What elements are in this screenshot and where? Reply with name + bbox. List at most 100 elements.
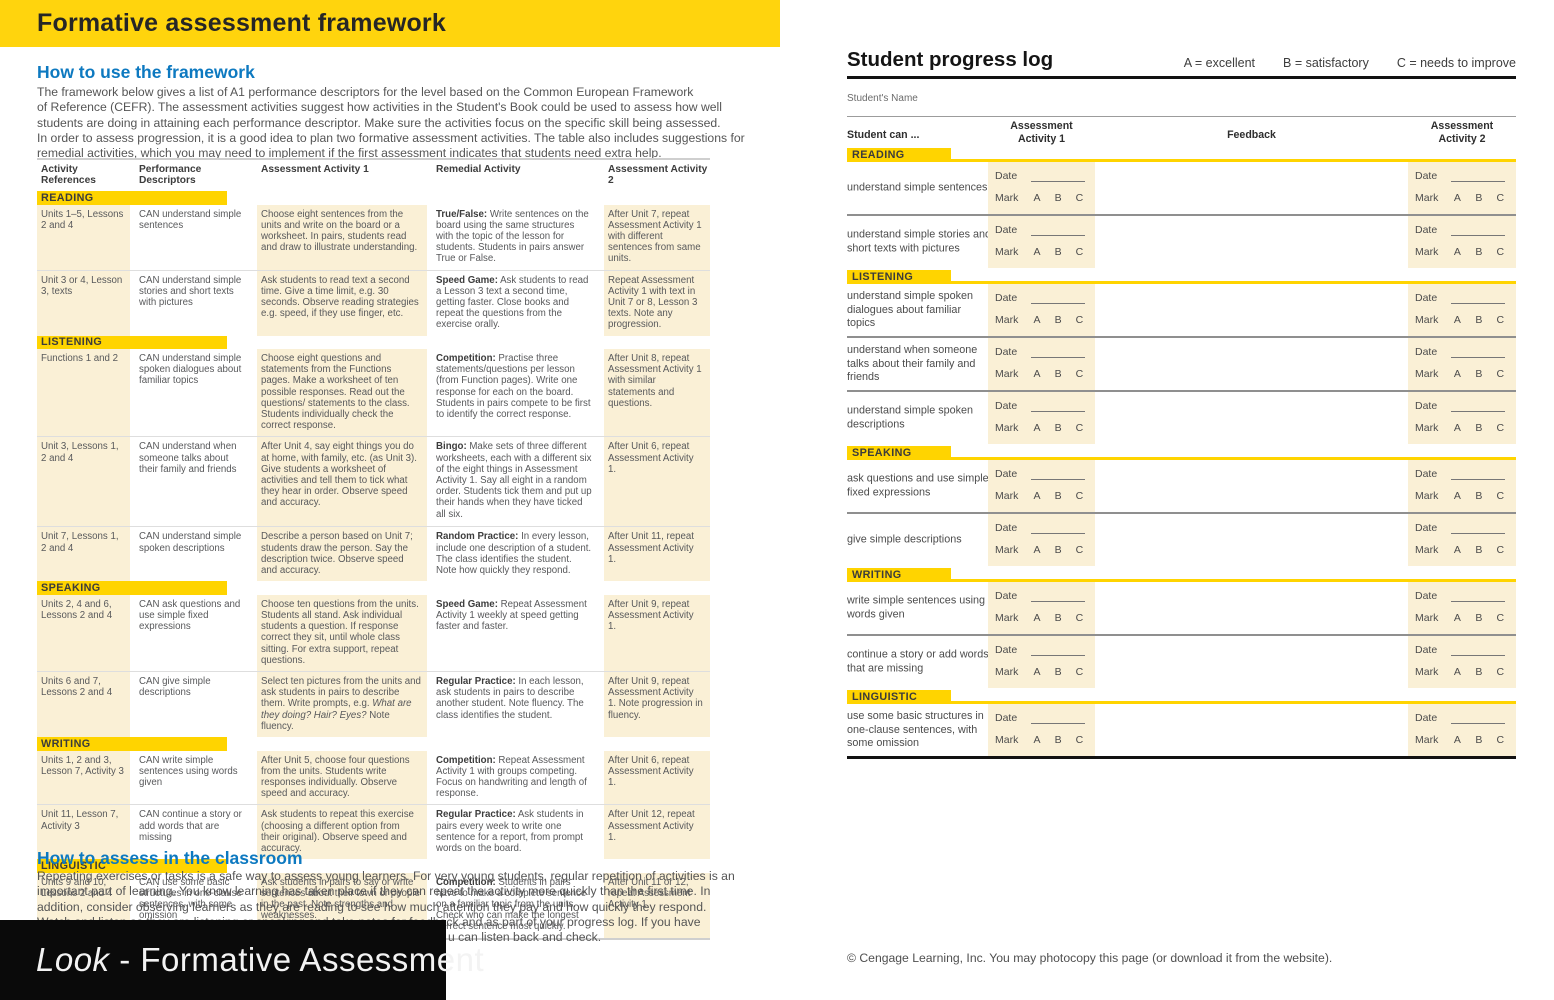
mark-label: Mark — [995, 368, 1019, 380]
date-label: Date — [995, 590, 1018, 602]
column-feedback: Feedback — [1227, 129, 1276, 141]
performance-descriptor-cell: CAN write simple sentences using words g… — [139, 754, 238, 788]
mark-option-a: A — [1033, 544, 1041, 556]
date-row: Date — [995, 400, 1090, 412]
mark-option-a: A — [1453, 192, 1461, 204]
performance-descriptor-cell: CAN ask questions and use simple fixed e… — [139, 598, 241, 633]
mark-option-a: A — [1453, 612, 1461, 624]
header-assessment-activity-1: Assessment Activity 1 — [261, 164, 369, 175]
mark-option-c: C — [1075, 612, 1084, 624]
mark-label: Mark — [1415, 666, 1439, 678]
mark-option-a: A — [1033, 422, 1041, 434]
assessment-1-block: Date Mark A B C — [988, 636, 1095, 688]
assessment-activity-2-cell: After Unit 6, repeat Assessment Activity… — [604, 750, 710, 805]
can-do-descriptor: understand simple sentences — [847, 181, 988, 194]
remedial-activity-cell: Competition: Practise three statements/q… — [436, 353, 591, 421]
date-write-line — [1451, 713, 1505, 724]
mark-label: Mark — [1415, 612, 1439, 624]
title-rule — [847, 76, 1516, 79]
date-label: Date — [995, 712, 1018, 724]
assessment-2-block: Date Mark A B C — [1408, 460, 1516, 512]
remedial-activity-cell: Bingo: Make sets of three different work… — [436, 441, 592, 520]
mark-row: Mark A B C — [1415, 544, 1511, 556]
mark-label: Mark — [1415, 422, 1439, 434]
mark-option-c: C — [1075, 314, 1084, 326]
remedial-activity-cell: Random Practice: In every lesson, includ… — [436, 531, 592, 577]
date-row: Date — [1415, 400, 1511, 412]
section-bar-rule — [847, 159, 1516, 162]
mark-label: Mark — [1415, 314, 1439, 326]
row-separator — [847, 214, 1516, 216]
can-do-descriptor: use some basic structures in one-clause … — [847, 709, 984, 749]
mark-option-a: A — [1453, 666, 1461, 678]
remedial-activity-cell: Speed Game: Repeat Assessment Activity 1… — [436, 598, 587, 633]
mark-option-b: B — [1475, 368, 1483, 380]
assessment-2-block: Date Mark A B C — [1408, 338, 1516, 390]
date-row: Date — [995, 712, 1090, 724]
date-row: Date — [1415, 644, 1511, 656]
mark-row: Mark A B C — [1415, 490, 1511, 502]
mark-option-a: A — [1453, 490, 1461, 502]
mark-row: Mark A B C — [995, 612, 1090, 624]
date-write-line — [1031, 293, 1085, 304]
mark-option-c: C — [1075, 544, 1084, 556]
mark-option-c: C — [1496, 734, 1505, 746]
date-write-line — [1031, 469, 1085, 480]
assessment-1-block: Date Mark A B C — [988, 460, 1095, 512]
mark-option-c: C — [1075, 246, 1084, 258]
how-to-assess-heading: How to assess in the classroom — [37, 848, 303, 868]
date-label: Date — [995, 224, 1018, 236]
activity-references-cell: Units 1, 2 and 3, Lesson 7, Activity 3 — [37, 750, 130, 805]
mark-option-b: B — [1054, 314, 1062, 326]
how-to-use-heading: How to use the framework — [37, 62, 255, 82]
can-do-descriptor: understand simple spoken dialogues about… — [847, 289, 974, 329]
banner-italic-text: Look — [36, 941, 110, 978]
section-bar-label: SPEAKING — [847, 446, 951, 460]
mark-label: Mark — [1415, 368, 1439, 380]
column-assessment-activity-1: Assessment Activity 1 — [1010, 120, 1073, 145]
mark-label: Mark — [1415, 734, 1439, 746]
date-write-line — [1031, 523, 1085, 534]
mark-label: Mark — [995, 246, 1019, 258]
paragraph-line: u can listen back and check. — [448, 930, 602, 945]
remedial-activity-cell: Speed Game: Ask students to read a Lesso… — [436, 274, 589, 331]
row-separator — [847, 390, 1516, 392]
assessment-activity-2-cell: After Unit 9, repeat Assessment Activity… — [604, 671, 710, 737]
date-row: Date — [995, 170, 1090, 182]
date-write-line — [1451, 523, 1505, 534]
section-bar-label: READING — [847, 148, 951, 162]
mark-label: Mark — [1415, 490, 1439, 502]
row-separator — [847, 512, 1516, 514]
mark-option-b: B — [1054, 368, 1062, 380]
date-label: Date — [1415, 590, 1438, 602]
framework-row: Unit 3 or 4, Lesson 3, texts CAN understa… — [37, 269, 710, 336]
mark-row: Mark A B C — [1415, 666, 1511, 678]
date-write-line — [1031, 225, 1085, 236]
date-write-line — [1451, 347, 1505, 358]
date-label: Date — [1415, 292, 1438, 304]
assessment-activity-1-cell: Ask students to read text a second time.… — [257, 270, 427, 336]
date-write-line — [1031, 171, 1085, 182]
can-do-descriptor: understand when someone talks about thei… — [847, 343, 978, 383]
mark-label: Mark — [1415, 246, 1439, 258]
date-write-line — [1451, 591, 1505, 602]
how-to-assess-paragraph: Repeating exercises or tasks is a safe w… — [37, 869, 735, 945]
assessment-activity-2-cell: After Unit 8, repeat Assessment Activity… — [604, 349, 710, 437]
assessment-activity-1-cell: Ask students to repeat this exercise (ch… — [257, 805, 427, 860]
mark-option-b: B — [1475, 422, 1483, 434]
date-row: Date — [995, 224, 1090, 236]
log-section-bar-writing: WRITING — [847, 568, 1516, 582]
section-bar-label: WRITING — [847, 568, 951, 582]
remedial-activity-lead: Speed Game: — [436, 274, 498, 286]
grading-key-item: C = needs to improve — [1396, 56, 1516, 70]
mark-label: Mark — [995, 612, 1019, 624]
activity-references-cell: Units 6 and 7, Lessons 2 and 4 — [37, 671, 130, 737]
mark-option-c: C — [1075, 422, 1084, 434]
assessment-2-block: Date Mark A B C — [1408, 392, 1516, 444]
mark-option-c: C — [1075, 666, 1084, 678]
can-do-descriptor: give simple descriptions — [847, 533, 962, 546]
date-write-line — [1031, 645, 1085, 656]
mark-option-b: B — [1475, 490, 1483, 502]
left-page-title-band: Formative assessment framework — [0, 0, 780, 47]
assessment-1-block: Date Mark A B C — [988, 338, 1095, 390]
